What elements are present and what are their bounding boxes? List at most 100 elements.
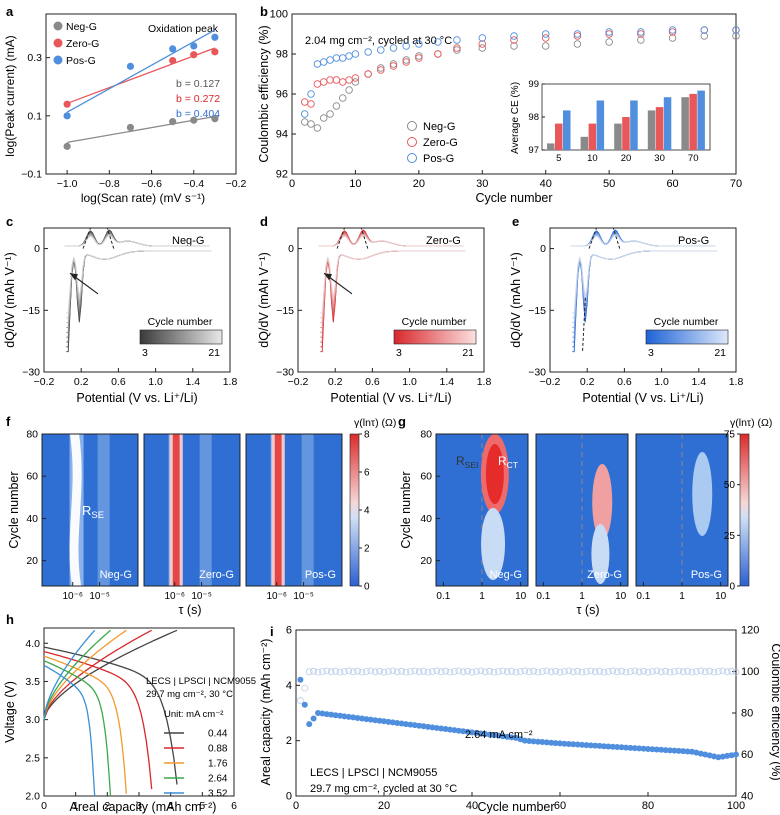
b-ytick-label: 96 — [276, 89, 288, 101]
b-xtick-label: 10 — [349, 178, 361, 190]
colorbar-title-f: γ(lnτ) (Ω) — [354, 417, 396, 429]
heatmap-xtick-label: 10⁻⁶ — [266, 591, 287, 602]
panel-e: e −0.2 0.2 0.6 1.0 1.4 1.8 −30 −15 0 Potential (V … — [509, 214, 743, 405]
loading-note-h: 29.7 mg cm⁻², 30 °C — [146, 689, 233, 700]
data-point-pos-g — [307, 90, 315, 98]
heatmap-peak — [274, 434, 282, 586]
ce-point — [459, 668, 467, 676]
ce-point — [539, 668, 546, 675]
ce-point — [336, 668, 344, 676]
fit-line-pos-g — [66, 29, 216, 113]
ce-point — [693, 668, 700, 675]
capacity-point — [416, 722, 423, 729]
capacity-point — [460, 728, 467, 735]
heatmap-xtick-label: 10⁻⁵ — [293, 591, 314, 602]
i2-ytick-label: 120 — [741, 625, 759, 637]
ce-point — [556, 668, 564, 676]
ce-point — [671, 668, 678, 675]
capacity-point — [583, 742, 590, 749]
legend-marker-pos-g — [407, 153, 417, 163]
colorbar-label-e: Cycle number — [654, 316, 719, 328]
data-point-zero-g — [63, 100, 71, 108]
inset-bar-pos-g — [563, 110, 571, 150]
e-xtick-label: −0.2 — [540, 376, 561, 388]
h-xtick-label: 5 — [199, 800, 205, 812]
heatmap-neg-g: Neg-G 0.1 1 10 — [435, 433, 529, 602]
capacity-point — [495, 732, 502, 739]
heatmap-background — [246, 434, 342, 586]
c-xtick-label: 1.4 — [185, 376, 200, 388]
rate-label-i: 2.64 mA cm⁻² — [465, 729, 533, 741]
legend-marker-zero-g — [407, 137, 417, 147]
ce-point — [583, 668, 590, 675]
i-xtick-label: 20 — [378, 800, 390, 812]
ce-point — [398, 667, 406, 675]
data-point-pos-g — [510, 32, 518, 40]
data-point-neg-g — [637, 36, 645, 44]
data-point-zero-g — [573, 32, 582, 40]
ce-point — [631, 667, 639, 675]
i2-ytick-label: 100 — [741, 666, 759, 678]
capacity-point — [376, 717, 383, 724]
ce-point — [376, 667, 384, 675]
colorbar-max-e: 21 — [714, 347, 726, 359]
data-point-zero-g — [326, 76, 334, 84]
capacity-point — [394, 719, 401, 726]
legend-a: Neg-G Zero-G Pos-G — [53, 21, 99, 67]
inset-bar-neg-g — [614, 123, 622, 150]
capacity-point — [539, 739, 546, 746]
legend-b: Neg-G Zero-G Pos-G — [407, 121, 458, 165]
ce-point — [464, 667, 472, 675]
capacity-point — [359, 715, 365, 722]
capacity-point — [323, 711, 330, 718]
ce-point — [666, 668, 674, 676]
legend-marker-pos-g — [53, 55, 63, 65]
dqdv-discharge-curve — [320, 250, 466, 343]
capacity-point — [398, 720, 405, 727]
capacity-point — [645, 745, 651, 752]
capacity-point — [561, 740, 568, 747]
capacity-point — [477, 730, 484, 737]
heatmap-frame — [41, 433, 139, 587]
inset-bar-neg-g — [547, 143, 555, 150]
colorbar-label-d: Cycle number — [402, 316, 467, 328]
capacity-point — [442, 726, 449, 733]
colorbar-tick-label: 2 — [364, 544, 370, 555]
data-point-zero-g — [402, 58, 410, 66]
ce-point — [393, 668, 401, 676]
i-ytick-label: 0 — [286, 791, 292, 803]
capacity-point — [315, 710, 321, 716]
charge-curve-2.64 — [43, 629, 111, 720]
heatmap-label: Pos-G — [305, 569, 336, 581]
capacity-point — [618, 744, 625, 751]
colorbar-tick-label: 8 — [364, 430, 370, 441]
data-point-pos-g — [573, 30, 582, 38]
unit-note-h: Unit: mA cm⁻² — [164, 709, 223, 720]
legend-label-zero-g: Zero-G — [66, 38, 99, 50]
capacity-point — [623, 744, 629, 751]
data-point-zero-g — [313, 80, 322, 88]
ce-point — [512, 668, 520, 676]
y2-axis-label-i: Coulombic efficiency (%) — [769, 643, 780, 780]
data-point-pos-g — [453, 36, 461, 44]
ce-point — [354, 667, 362, 675]
data-point-neg-g — [668, 34, 677, 42]
capacity-point — [367, 716, 374, 723]
inset-y-label: Average CE (%) — [510, 82, 521, 154]
inset-bar-zero-g — [588, 123, 597, 150]
capacity-point — [662, 747, 669, 754]
x-axis-label-b: Cycle number — [475, 191, 552, 205]
a-xtick-label: −1.0 — [57, 178, 78, 190]
data-point-pos-g — [668, 26, 677, 34]
e-xtick-label: 0.2 — [580, 376, 595, 388]
heatmap-band — [199, 434, 212, 586]
data-point-neg-g — [605, 38, 613, 46]
legend-label-pos-g: Pos-G — [66, 55, 96, 67]
data-point-zero-g — [319, 78, 328, 86]
data-point-zero-g — [351, 74, 360, 82]
e-xtick-label: 0.6 — [617, 376, 632, 388]
inset-ytick-label: 97 — [528, 145, 539, 156]
heatmap-label: Zero-G — [199, 569, 234, 581]
capacity-point — [332, 712, 339, 719]
ce-point — [490, 668, 498, 676]
